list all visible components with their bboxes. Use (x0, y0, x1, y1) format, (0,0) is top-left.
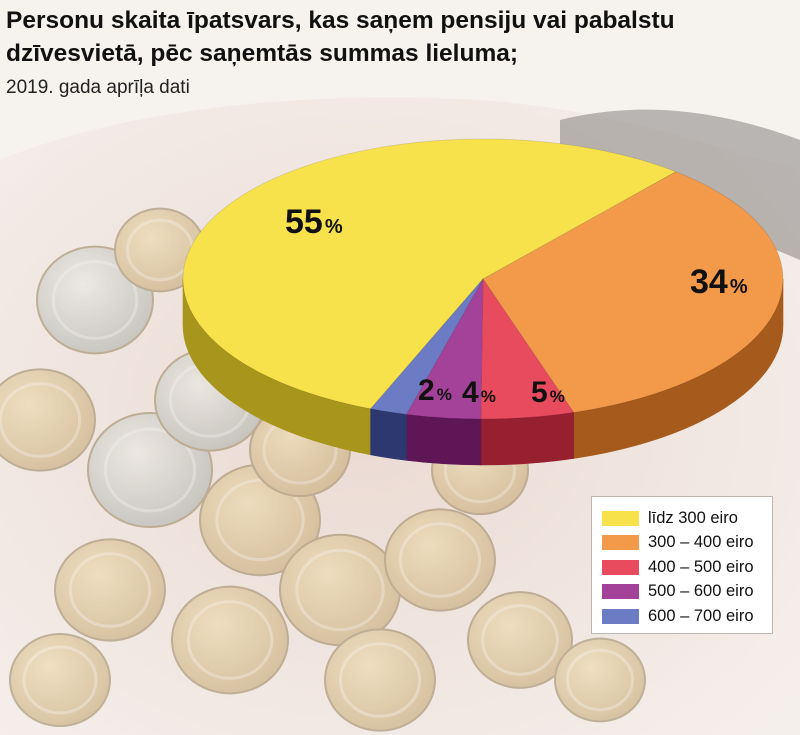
legend-item: 500 – 600 eiro (602, 580, 772, 605)
pie-slice (182, 138, 677, 410)
coin-shape (114, 207, 206, 293)
coin-shape (384, 508, 496, 612)
coin-shape (171, 585, 289, 695)
pie-value-label: 55% (285, 203, 343, 241)
coin-shape (54, 538, 166, 642)
legend-item: līdz 300 eiro (602, 506, 772, 531)
coin-shape (554, 637, 646, 723)
legend-swatch (602, 608, 639, 624)
coin-shape (0, 368, 96, 472)
legend-item: 400 – 500 eiro (602, 555, 772, 580)
legend-swatch (602, 535, 639, 551)
legend-swatch (602, 584, 639, 600)
legend-swatch (602, 510, 639, 526)
legend-swatch (602, 559, 639, 575)
pie-slice (405, 278, 484, 420)
pie-slice-side (370, 408, 407, 461)
pie-value-label: 4% (462, 376, 496, 409)
legend-item: 300 – 400 eiro (602, 531, 772, 556)
coin-shape (324, 628, 436, 732)
pie-slice (369, 278, 484, 415)
chart-title: Personu skaita īpatsvars, kas saņem pens… (6, 7, 675, 67)
pie-slice-side (406, 414, 482, 466)
legend: līdz 300 eiro 300 – 400 eiro 400 – 500 eir… (591, 496, 773, 634)
legend-label: 500 – 600 eiro (648, 582, 754, 601)
legend-label: līdz 300 eiro (648, 508, 738, 527)
pie-slice (480, 277, 575, 420)
pie-slice (482, 171, 784, 413)
legend-label: 300 – 400 eiro (648, 533, 754, 552)
chart-subtitle: 2019. gada aprīļa dati (6, 77, 190, 98)
legend-label: 600 – 700 eiro (648, 606, 754, 625)
coin-shape (9, 633, 111, 727)
legend-item: 600 – 700 eiro (602, 604, 772, 629)
legend-label: 400 – 500 eiro (648, 557, 754, 576)
coin-shape (467, 591, 573, 689)
pie-value-label: 5% (531, 376, 565, 409)
pie-value-label: 34% (690, 263, 748, 301)
pie-value-label: 2% (418, 374, 452, 407)
pie-slice-side (480, 412, 575, 466)
